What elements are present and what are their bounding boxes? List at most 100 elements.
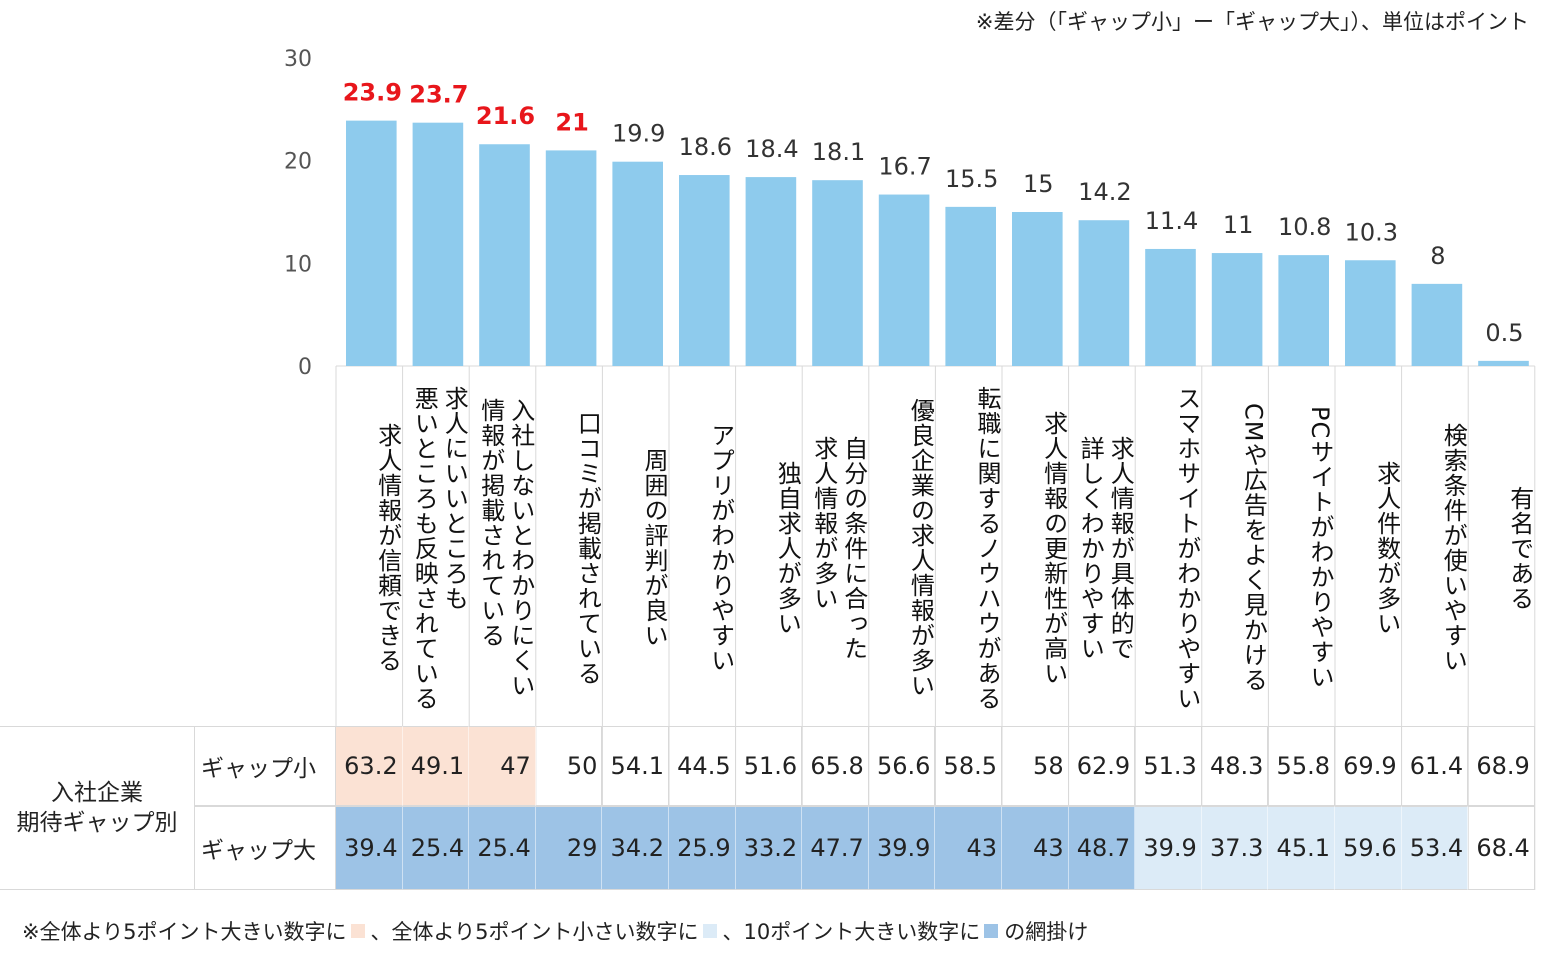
y-tick-label: 10 (284, 252, 312, 277)
category-label: 求人にいいところも 悪いところも反映されている (410, 385, 469, 711)
category-label: 優良企業の求人情報が多い (906, 398, 935, 698)
category-label: 転職に関するノウハウがある (972, 385, 1001, 711)
swatch-small5 (702, 924, 717, 938)
table-cell: 44.5 (669, 726, 736, 806)
table-cell: 51.6 (735, 726, 803, 806)
shading-note-part4: の網掛け (1004, 920, 1089, 944)
bar-value-label: 18.4 (745, 135, 798, 163)
bar-value-label: 15.5 (945, 165, 998, 193)
table-cell: 58 (1002, 726, 1069, 806)
table-cell: 53.4 (1401, 806, 1469, 890)
table-cell: 56.6 (868, 726, 936, 806)
shading-note-part1: ※全体より5ポイント大きい数字に (22, 920, 347, 944)
category-label: 口コミが掲載されている (573, 410, 602, 686)
table-cell: 50 (535, 726, 603, 806)
table-row-label: ギャップ大 (194, 806, 336, 890)
bar-value-label: 16.7 (878, 153, 931, 181)
table-cell: 43 (935, 806, 1002, 890)
category-label: 有名である (1505, 485, 1534, 611)
category-label: 求人件数が多い (1372, 460, 1401, 636)
table-cell: 69.9 (1335, 726, 1402, 806)
category-label: PCサイトがわかりやすい (1305, 406, 1334, 690)
bar-value-label: 23.9 (343, 79, 402, 107)
table-cell: 25.9 (669, 806, 736, 890)
bar (1278, 255, 1329, 366)
category-label: 入社しないとわかりにくい 情報が掲載されている (476, 398, 535, 698)
table-cell: 47.7 (802, 806, 869, 890)
table-cell: 25.4 (402, 806, 470, 890)
bar (346, 120, 397, 366)
bar (1211, 253, 1263, 366)
table-cell: 68.4 (1468, 806, 1535, 890)
y-tick-label: 0 (298, 355, 312, 380)
table-cell: 25.4 (469, 806, 536, 890)
bar-value-label: 18.6 (679, 133, 732, 161)
table-cell: 61.4 (1401, 726, 1469, 806)
bar (945, 206, 996, 366)
bar-value-label: 10.3 (1345, 218, 1398, 246)
bar-value-label: 23.7 (409, 81, 468, 109)
bar (1411, 283, 1463, 366)
category-label: 検索条件が使いやすい (1439, 423, 1468, 673)
bar-value-label: 21.6 (476, 102, 535, 130)
category-label: 求人情報が具体的で 詳しくわかりやすい (1076, 435, 1135, 661)
table-cell: 48.3 (1201, 726, 1269, 806)
category-label: CMや広告をよく見かける (1239, 403, 1268, 693)
chart-unit-note: ※差分（「ギャップ小」ー「ギャップ大」）、単位はポイント (975, 10, 1529, 34)
swatch-big10 (984, 924, 999, 938)
shading-note-part2: 、全体より5ポイント小さい数字に (370, 920, 699, 944)
y-tick-label: 30 (284, 47, 312, 72)
table-cell: 68.9 (1468, 726, 1535, 806)
table-cell: 55.8 (1268, 726, 1335, 806)
table-cell: 48.7 (1068, 806, 1136, 890)
table-group-label: 入社企業 期待ギャップ別 (0, 726, 194, 890)
table-cell: 63.2 (336, 726, 403, 806)
bar (412, 122, 464, 367)
table-cell: 47 (469, 726, 536, 806)
table-cell: 29 (535, 806, 603, 890)
category-label: アプリがわかりやすい (706, 423, 735, 673)
table-cell: 33.2 (735, 806, 803, 890)
swatch-big5 (350, 924, 365, 938)
table-cell: 43 (1002, 806, 1069, 890)
bar-value-label: 15 (1023, 170, 1054, 198)
bar-value-label: 0.5 (1485, 319, 1523, 347)
category-label: 自分の条件に合った 求人情報が多い (809, 435, 868, 661)
bar (612, 161, 663, 366)
bar-value-label: 8 (1430, 242, 1445, 270)
bar (679, 175, 730, 366)
category-label: 求人情報の更新性が高い (1039, 410, 1068, 686)
bar (1012, 212, 1063, 366)
bar (878, 194, 930, 366)
bar-value-label: 14.2 (1078, 178, 1131, 206)
bar (812, 180, 863, 366)
table-cell: 54.1 (602, 726, 669, 806)
bar (479, 144, 530, 366)
table-cell: 39.9 (868, 806, 936, 890)
table-cell: 45.1 (1268, 806, 1335, 890)
table-cell: 51.3 (1135, 726, 1202, 806)
table-cell: 39.9 (1135, 806, 1202, 890)
table-cell: 65.8 (802, 726, 869, 806)
table-cell: 37.3 (1201, 806, 1269, 890)
shading-note: ※全体より5ポイント大きい数字に 、全体より5ポイント小さい数字に 、10ポイン… (22, 916, 1088, 946)
category-label: 求人情報が信頼できる (373, 423, 402, 673)
bar (1478, 360, 1529, 366)
bar-value-label: 11 (1223, 211, 1254, 239)
table-cell: 39.4 (336, 806, 403, 890)
shading-note-part3: 、10ポイント大きい数字に (722, 920, 981, 944)
table-cell: 62.9 (1068, 726, 1136, 806)
bar (1145, 248, 1196, 366)
category-label: スマホサイトがわかりやすい (1172, 385, 1201, 711)
table-cell: 58.5 (935, 726, 1002, 806)
bar-value-label: 21 (555, 108, 588, 136)
bar (1078, 220, 1130, 366)
bar (545, 150, 597, 366)
table-cell: 59.6 (1335, 806, 1402, 890)
bar-value-label: 11.4 (1145, 207, 1198, 235)
table-row-label: ギャップ小 (194, 726, 336, 806)
y-tick-label: 20 (284, 150, 312, 175)
category-label: 周囲の評判が良い (639, 448, 668, 648)
table-cell: 49.1 (402, 726, 470, 806)
table-cell: 34.2 (602, 806, 669, 890)
